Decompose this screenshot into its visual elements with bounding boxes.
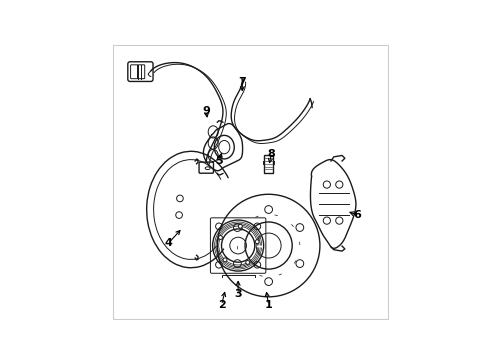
Text: 5: 5 [215, 156, 222, 166]
Circle shape [238, 224, 242, 228]
Text: 6: 6 [353, 210, 361, 220]
Circle shape [223, 258, 226, 262]
Text: 2: 2 [217, 300, 225, 310]
Circle shape [255, 240, 259, 244]
Circle shape [218, 235, 222, 239]
Text: 7: 7 [238, 77, 245, 87]
Text: 1: 1 [264, 300, 272, 310]
Circle shape [245, 261, 249, 264]
Text: 9: 9 [202, 106, 210, 116]
Text: 4: 4 [164, 238, 172, 248]
Text: 3: 3 [234, 289, 242, 299]
Text: 8: 8 [267, 149, 275, 159]
